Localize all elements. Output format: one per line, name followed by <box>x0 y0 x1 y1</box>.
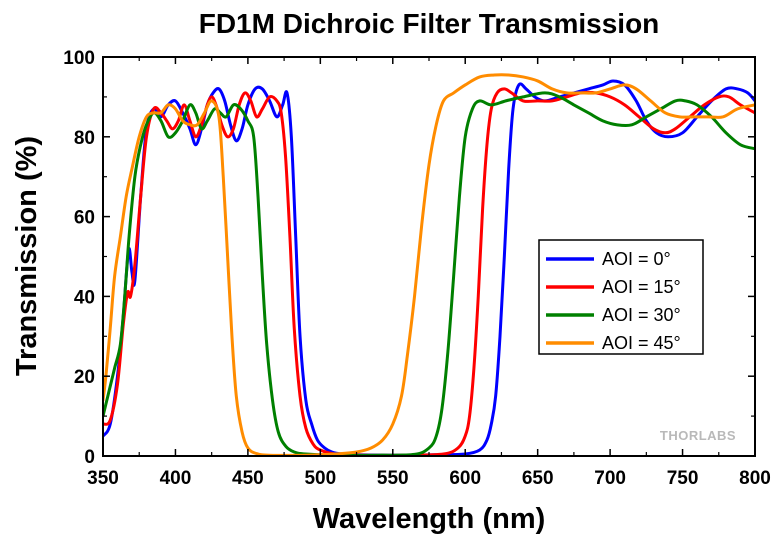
x-tick-label: 350 <box>87 468 119 489</box>
y-tick-label: 60 <box>74 208 95 229</box>
legend-label-0: AOI = 0° <box>602 249 671 269</box>
legend-label-2: AOI = 30° <box>602 305 681 325</box>
plot-frame <box>102 56 756 457</box>
x-tick-label: 550 <box>377 468 409 489</box>
x-tick-label: 600 <box>449 468 481 489</box>
ticks-layer: 350 400 450 500 550 600 650 700 750 800 0 20 40 60 80 1… <box>63 48 771 489</box>
series-line-3 <box>103 73 755 456</box>
x-tick-label: 450 <box>232 468 264 489</box>
x-axis-label: Wavelength (nm) <box>313 503 546 535</box>
x-tick-label: 500 <box>304 468 336 489</box>
legend: AOI = 0° AOI = 15° AOI = 30° AOI = 45° <box>538 239 704 355</box>
y-tick-label: 20 <box>74 367 95 388</box>
legend-label-1: AOI = 15° <box>602 277 681 297</box>
legend-label-3: AOI = 45° <box>602 333 681 353</box>
y-tick-label: 100 <box>63 48 95 69</box>
x-tick-label: 400 <box>160 468 192 489</box>
y-tick-label: 0 <box>84 447 95 468</box>
x-tick-label: 750 <box>667 468 699 489</box>
y-axis-label: Transmission (%) <box>11 136 43 376</box>
x-tick-label: 700 <box>594 468 626 489</box>
y-tick-label: 80 <box>74 128 95 149</box>
x-tick-label: 650 <box>522 468 554 489</box>
thorlabs-watermark: THORLABS <box>660 428 736 443</box>
y-tick-label: 40 <box>74 287 95 308</box>
x-tick-label: 800 <box>739 468 771 489</box>
series-line-2 <box>103 91 755 456</box>
series-layer <box>103 73 755 456</box>
chart-title: FD1M Dichroic Filter Transmission <box>199 8 660 39</box>
